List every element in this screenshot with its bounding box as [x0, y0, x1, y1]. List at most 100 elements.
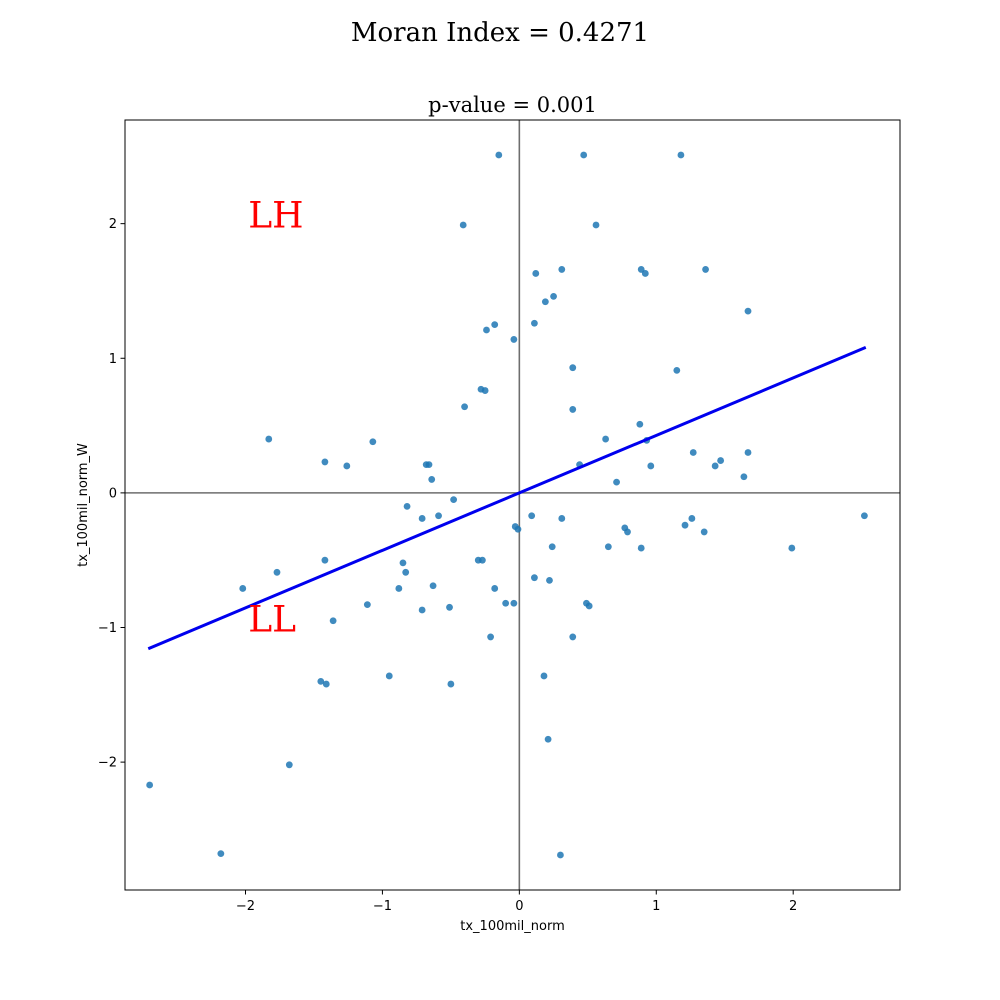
scatter-point	[558, 515, 566, 522]
scatter-point	[317, 677, 325, 685]
scatter-point	[637, 544, 645, 552]
scatter-point	[550, 292, 557, 300]
scatter-point	[569, 364, 577, 372]
plot-frame	[124, 119, 901, 891]
scatter-point	[548, 543, 556, 551]
quadrant-label: LH	[248, 196, 303, 237]
scatter-point	[285, 761, 293, 769]
scatter-point	[681, 521, 689, 529]
scatter-point	[329, 617, 337, 625]
scatter-point	[717, 457, 725, 464]
scatter-point	[273, 568, 281, 576]
scatter-point	[425, 461, 433, 469]
scatter-point	[491, 585, 499, 592]
scatter-point	[528, 512, 536, 520]
y-tick-label: 2	[109, 217, 117, 232]
scatter-point	[481, 387, 489, 394]
scatter-point	[641, 270, 649, 277]
scatter-point	[239, 585, 247, 592]
scatter-point	[624, 528, 631, 536]
scatter-point	[544, 735, 552, 743]
x-tick-label: 1	[652, 899, 660, 914]
scatter-point	[478, 556, 486, 564]
scatter-point	[677, 151, 685, 159]
scatter-point	[428, 476, 436, 483]
x-axis-ticks: −2 −1 0 1 2	[236, 890, 797, 914]
scatter-point	[402, 568, 410, 576]
scatter-point	[541, 298, 549, 306]
y-tick-label: 1	[109, 352, 117, 367]
scatter-point	[514, 525, 522, 533]
scatter-point	[569, 633, 577, 641]
scatter-point	[483, 326, 490, 334]
scatter-point	[510, 336, 518, 343]
scatter-point	[744, 307, 752, 315]
reference-lines	[125, 120, 900, 890]
y-tick-label: −1	[98, 621, 117, 636]
plot-area: LH LL	[124, 119, 901, 891]
chart-title: Moran Index = 0.4271	[351, 18, 649, 48]
scatter-point	[450, 496, 458, 504]
scatter-point	[322, 680, 330, 688]
scatter-point	[265, 435, 273, 443]
scatter-point	[788, 544, 796, 552]
x-tick-label: 0	[515, 899, 523, 914]
scatter-point	[592, 221, 600, 229]
scatter-point	[447, 680, 455, 688]
x-tick-label: −2	[236, 899, 255, 914]
scatter-point	[602, 435, 610, 443]
scatter-point	[673, 366, 681, 374]
scatter-point	[502, 599, 510, 607]
scatter-point	[580, 151, 588, 159]
quadrant-labels: LH LL	[248, 196, 303, 641]
scatter-point	[418, 515, 426, 522]
scatter-point	[399, 559, 407, 567]
scatter-point	[363, 601, 371, 609]
scatter-point	[321, 458, 329, 466]
scatter-point	[369, 438, 377, 446]
scatter-point	[395, 585, 403, 592]
y-axis-label: tx_100mil_norm_W	[76, 443, 91, 567]
scatter-point	[385, 672, 393, 680]
scatter-point	[740, 473, 748, 481]
scatter-point	[860, 512, 868, 520]
regression-line	[147, 346, 867, 651]
scatter-point	[636, 420, 644, 428]
scatter-point	[689, 449, 697, 456]
scatter-point	[217, 850, 225, 858]
scatter-point	[613, 478, 620, 486]
scatter-point	[569, 406, 577, 413]
scatter-point	[510, 599, 518, 607]
scatter-point	[531, 574, 538, 582]
regression-line-layer	[147, 346, 867, 651]
y-tick-label: −2	[98, 756, 117, 771]
scatter-point	[531, 319, 538, 327]
scatter-point	[403, 502, 411, 510]
scatter-point	[744, 449, 752, 456]
scatter-point	[446, 603, 453, 611]
scatter-point	[702, 266, 709, 273]
scatter-point	[558, 266, 566, 273]
scatter-point	[495, 151, 503, 159]
x-tick-label: −1	[373, 899, 392, 914]
scatter-point	[429, 582, 437, 590]
scatter-point	[546, 576, 553, 584]
scatter-point	[491, 321, 499, 329]
x-axis-label: tx_100mil_norm	[460, 919, 564, 934]
scatter-point	[557, 851, 564, 859]
scatter-point	[540, 672, 548, 680]
scatter-point	[146, 781, 154, 789]
y-axis-ticks: −2 −1 0 1 2	[98, 217, 125, 771]
scatter-point	[459, 221, 467, 229]
chart-subtitle: p-value = 0.001	[428, 93, 597, 117]
x-tick-label: 2	[789, 899, 797, 914]
scatter-point	[700, 528, 708, 536]
scatter-point	[647, 462, 655, 470]
scatter-point	[585, 602, 593, 610]
scatter-points	[146, 151, 868, 859]
scatter-point	[418, 606, 426, 614]
scatter-point	[487, 633, 494, 641]
quadrant-label: LL	[248, 600, 296, 641]
scatter-point	[435, 512, 442, 520]
